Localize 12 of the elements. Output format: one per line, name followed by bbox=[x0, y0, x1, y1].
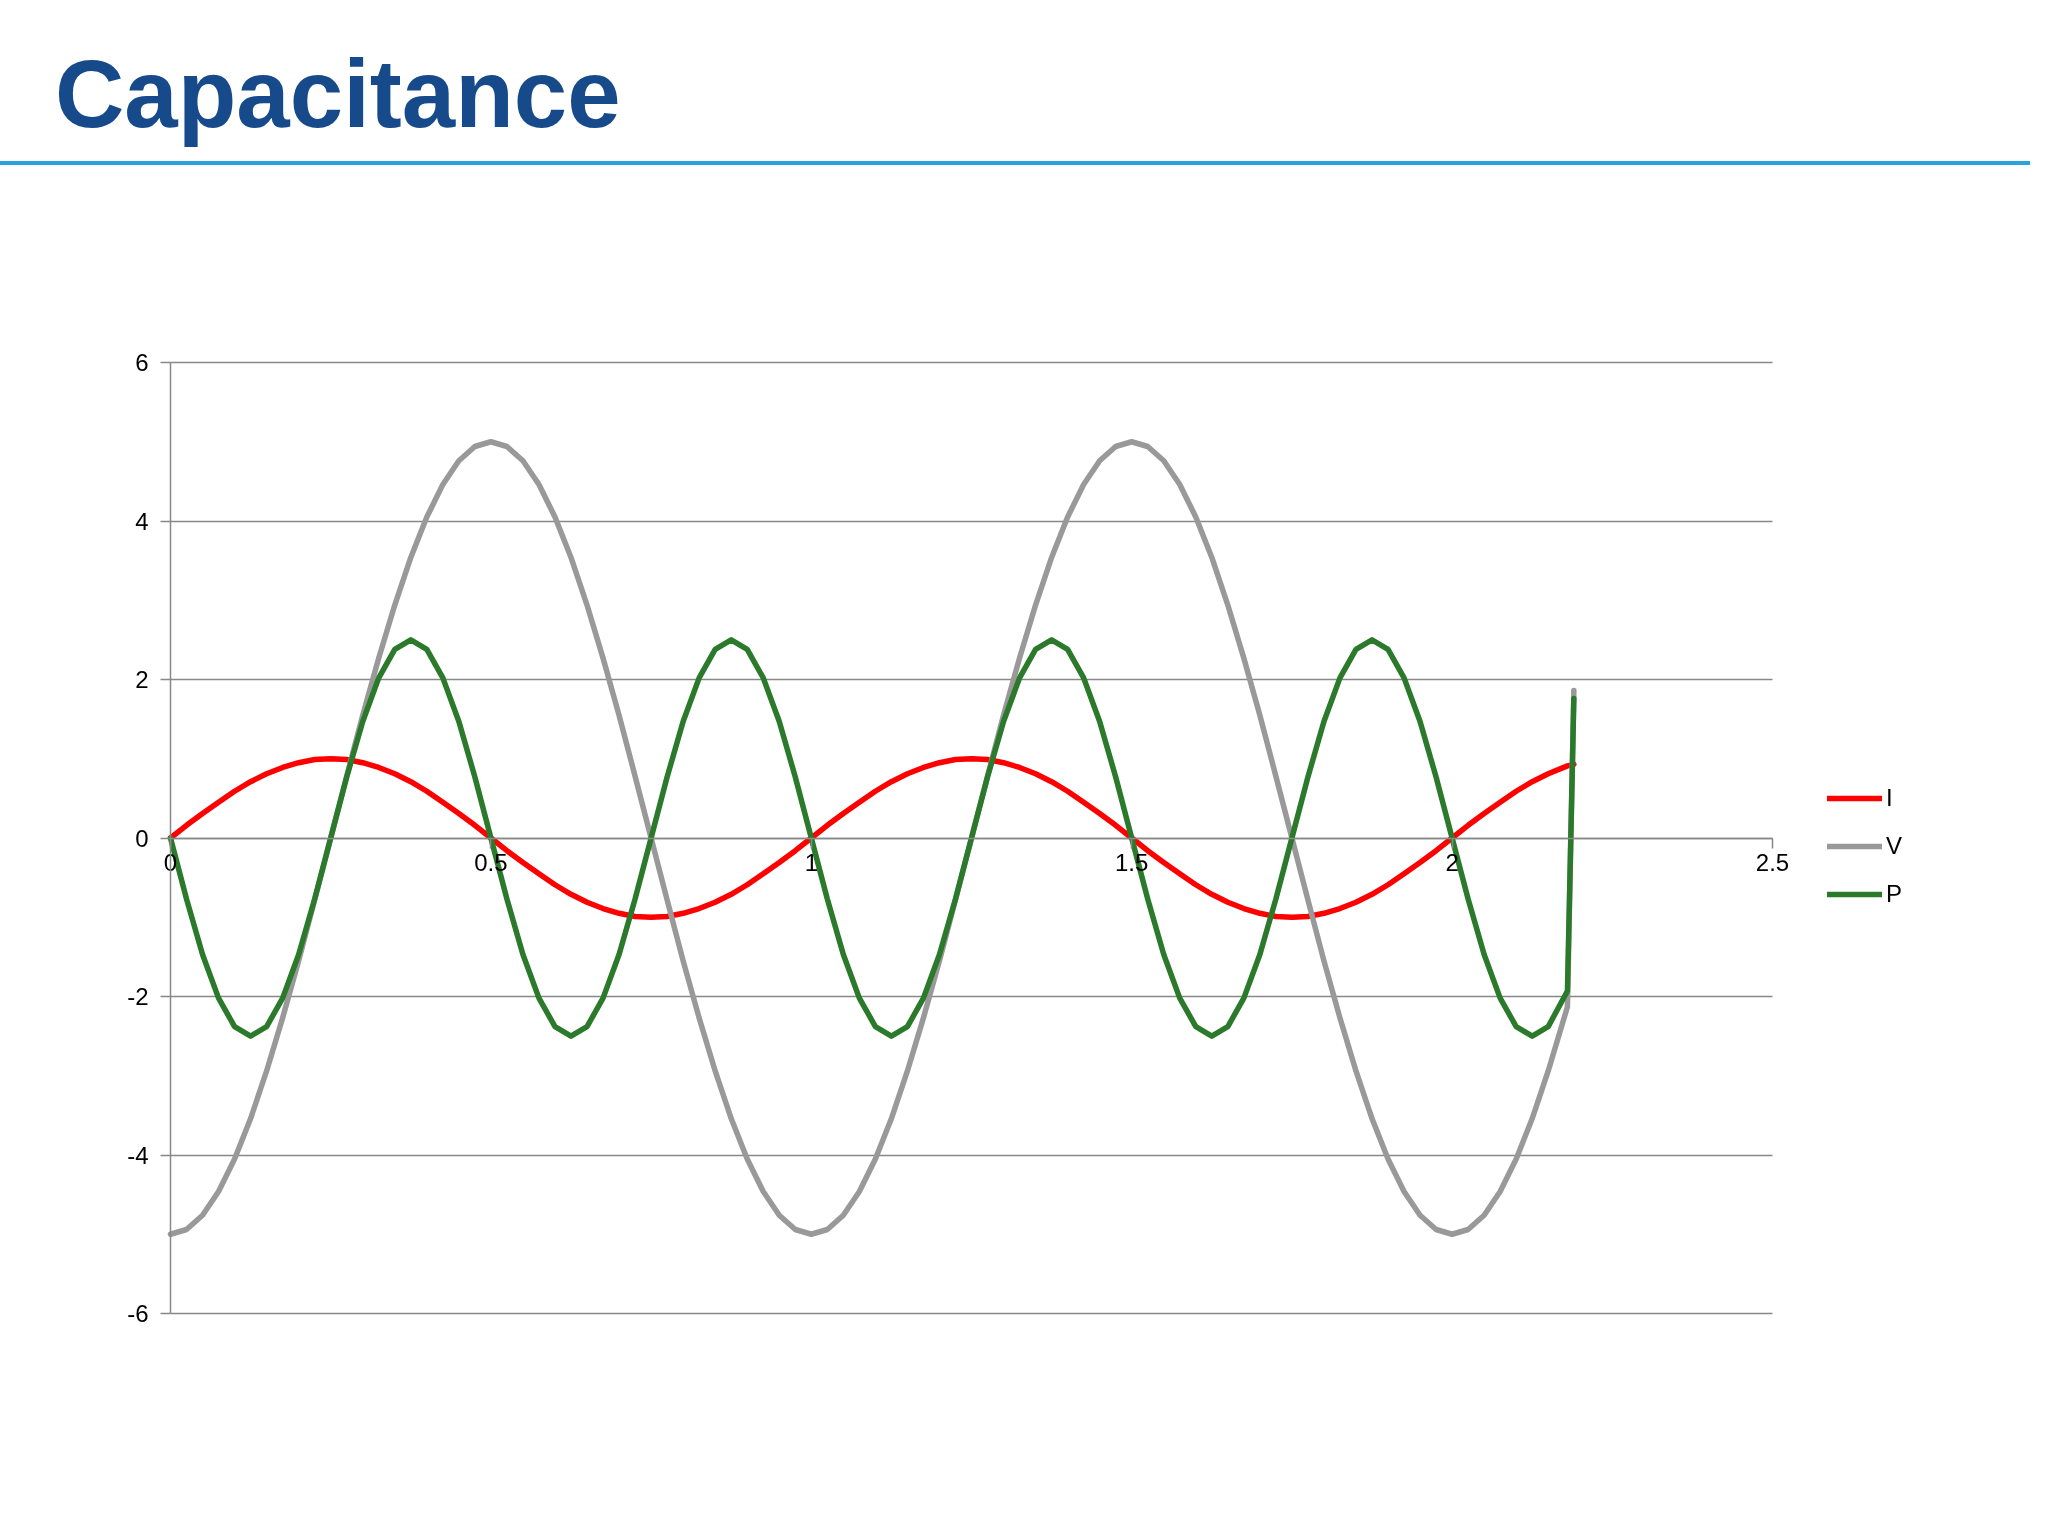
y-tick-label: 4 bbox=[135, 507, 149, 535]
y-tick-label: -2 bbox=[127, 983, 149, 1010]
legend-label: V bbox=[1886, 831, 1903, 860]
y-tick-label: 2 bbox=[135, 666, 149, 693]
y-tick-label: 0 bbox=[135, 824, 149, 852]
legend-label: I bbox=[1886, 783, 1894, 812]
x-tick-label: 2.5 bbox=[1755, 849, 1790, 876]
legend-label: P bbox=[1886, 879, 1903, 908]
y-tick-label: -4 bbox=[127, 1141, 149, 1169]
y-tick-label: 6 bbox=[135, 349, 149, 376]
y-tick-label: -6 bbox=[127, 1300, 149, 1327]
chart-title: Capacitance bbox=[55, 40, 621, 147]
